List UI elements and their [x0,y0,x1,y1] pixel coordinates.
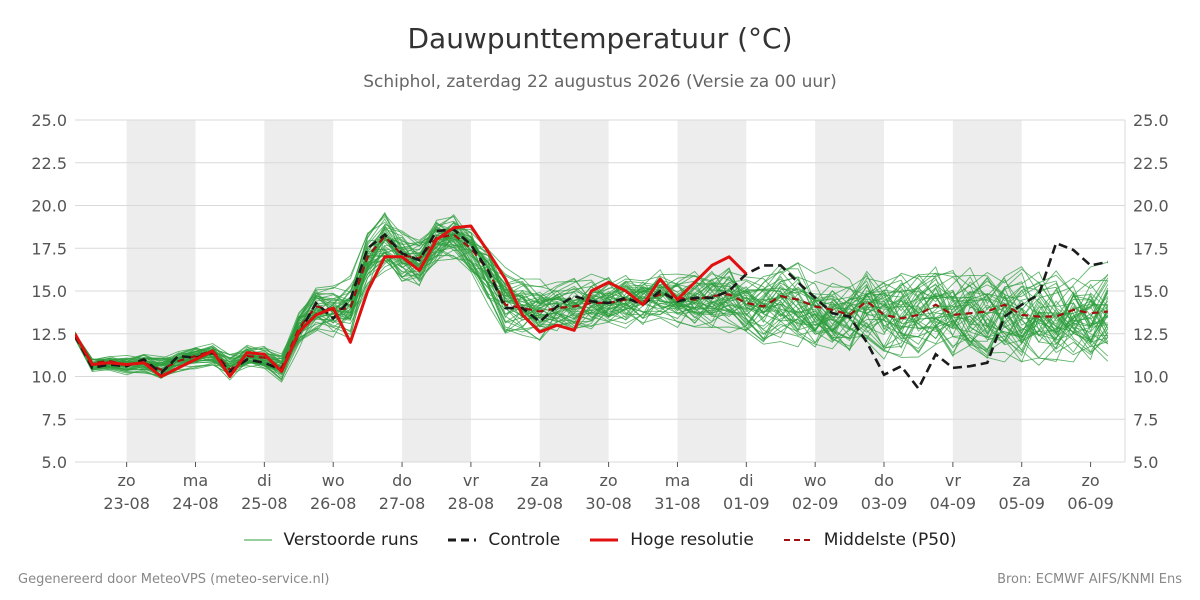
legend-label-control: Controle [488,530,561,550]
y-tick-left-7: 22.5 [31,154,67,173]
x-tick-date-8: 31-08 [654,494,701,513]
x-tick-day-0: zo [118,471,136,490]
legend-swatch-median [783,539,812,541]
x-tick-day-8: ma [665,471,690,490]
y-tick-left-0: 5.0 [42,453,67,472]
legend-item-high-res[interactable]: Hoge resolutie [590,530,754,550]
x-tick-date-6: 29-08 [517,494,564,513]
y-tick-right-7: 22.5 [1133,154,1169,173]
x-tick-day-10: wo [804,471,827,490]
x-tick-day-12: vr [945,471,961,490]
x-tick-date-14: 06-09 [1067,494,1114,513]
ensemble-member-line-27 [75,246,1109,372]
ensemble-member-line-45 [75,223,1109,372]
chart-legend: Verstoorde runs Controle Hoge resolutie … [0,530,1200,550]
median-line [75,233,1108,372]
x-tick-date-11: 03-09 [861,494,908,513]
dewpoint-chart: 5.0 5.0 7.5 7.5 10.0 10.0 12.5 12.5 15.0 15.0 17.5… [31,111,1169,513]
y-tick-left-4: 15.0 [31,282,67,301]
x-tick-date-10: 02-09 [792,494,839,513]
legend-item-control[interactable]: Controle [448,530,560,550]
ensemble-member-line-48 [75,232,1108,373]
x-tick-date-7: 30-08 [585,494,632,513]
x-tick-day-13: za [1013,471,1031,490]
y-tick-right-6: 20.0 [1133,197,1169,216]
legend-swatch-high-res [590,538,619,542]
y-tick-right-4: 15.0 [1133,282,1169,301]
x-tick-date-4: 27-08 [379,494,426,513]
x-tick-date-2: 25-08 [241,494,288,513]
x-tick-day-14: zo [1081,471,1099,490]
legend-label-median: Middelste (P50) [823,530,957,550]
legend-swatch-ensemble [243,539,272,541]
legend-item-median[interactable]: Middelste (P50) [783,530,957,550]
x-tick-day-6: za [531,471,549,490]
ensemble-member-line-44 [75,221,1109,371]
x-tick-day-9: di [739,471,754,490]
x-tick-day-5: vr [463,471,479,490]
y-tick-right-2: 10.0 [1133,368,1169,387]
x-tick-day-3: wo [322,471,345,490]
control-line [75,228,1109,391]
x-tick-date-12: 04-09 [930,494,977,513]
chart-subtitle: Schiphol, zaterdag 22 augustus 2026 (Ver… [363,72,837,92]
plot-area [75,211,1109,391]
legend-item-ensemble[interactable]: Verstoorde runs [243,530,419,550]
x-tick-date-0: 23-08 [103,494,150,513]
ensemble-member-line-39 [75,223,1109,377]
y-tick-left-8: 25.0 [31,111,67,130]
legend-swatch-control [448,538,477,542]
y-tick-left-2: 10.0 [31,368,67,387]
ensemble-member-line-46 [75,218,1109,372]
footer-generated: Gegenereerd door MeteoVPS (meteo-service… [18,572,330,587]
y-tick-right-5: 17.5 [1133,239,1169,258]
x-tick-day-11: do [874,471,894,490]
legend-label-ensemble: Verstoorde runs [283,530,419,550]
y-tick-left-1: 7.5 [42,410,67,429]
y-tick-left-5: 17.5 [31,239,67,258]
y-tick-right-1: 7.5 [1133,410,1158,429]
y-tick-right-0: 5.0 [1133,453,1158,472]
y-tick-left-3: 12.5 [31,325,67,344]
x-tick-date-13: 05-09 [998,494,1045,513]
x-tick-date-5: 28-08 [448,494,495,513]
x-tick-day-1: ma [183,471,208,490]
ensemble-member-line-47 [75,225,1109,376]
x-tick-date-9: 01-09 [723,494,770,513]
x-tick-date-1: 24-08 [172,494,219,513]
x-tick-day-4: do [392,471,412,490]
legend-label-high-res: Hoge resolutie [630,530,754,550]
y-tick-right-3: 12.5 [1133,325,1169,344]
ensemble-member-line-49 [75,230,1108,372]
y-tick-left-6: 20.0 [31,197,67,216]
footer-source: Bron: ECMWF AIFS/KNMI Ens [997,572,1182,587]
ensemble-member-line-42 [75,228,1109,369]
high-res-line [75,224,748,378]
x-tick-day-2: di [257,471,272,490]
y-tick-right-8: 25.0 [1133,111,1169,130]
chart-title: Dauwpunttemperatuur (°C) [407,22,793,55]
x-tick-date-3: 26-08 [310,494,357,513]
x-tick-day-7: zo [600,471,618,490]
